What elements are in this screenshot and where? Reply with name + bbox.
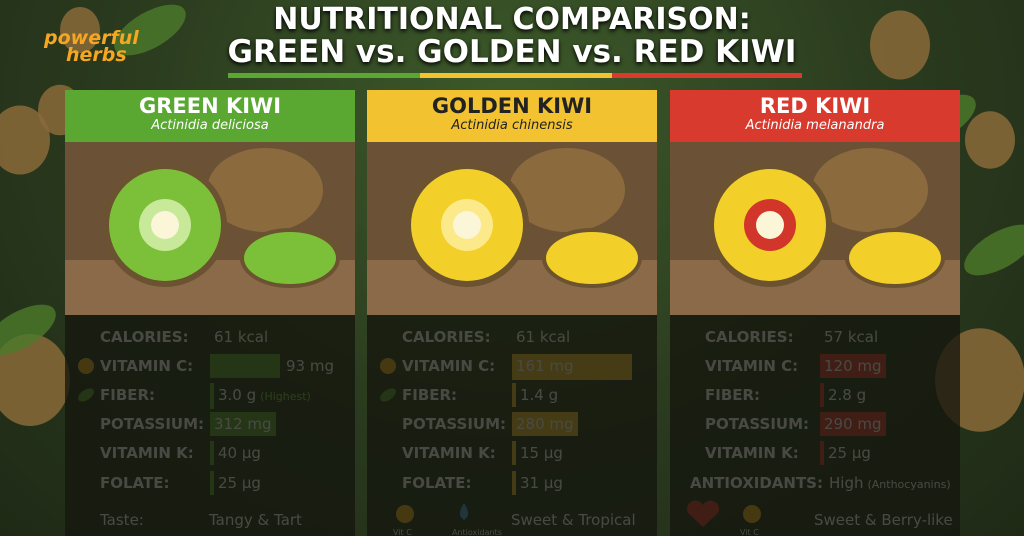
kiwi-slice (542, 228, 642, 288)
kiwi-core (151, 211, 179, 239)
column-header: GREEN KIWI Actinidia deliciosa (65, 90, 355, 142)
kiwi-fruit (965, 111, 1015, 169)
brand-word: herbs (66, 44, 127, 66)
title: GREEN vs. GOLDEN vs. RED KIWI (227, 34, 797, 70)
species: Actinidia deliciosa (151, 118, 269, 133)
column-name: GOLDEN KIWI (431, 94, 593, 118)
species: Actinidia chinensis (451, 118, 573, 133)
rule (228, 73, 420, 78)
column-header: RED KIWI Actinidia melanandra (670, 90, 960, 142)
leaf (114, 4, 186, 56)
kiwi-whole (509, 148, 625, 232)
rule (612, 73, 802, 78)
kiwi-whole (812, 148, 928, 232)
kiwi-core (756, 211, 784, 239)
brand-logo: powerful herbs (44, 27, 139, 66)
kiwi-fruit (0, 105, 50, 175)
rule (420, 73, 612, 78)
leaf (964, 224, 1024, 276)
kiwi-slice (845, 228, 945, 288)
kiwi-core (453, 211, 481, 239)
kiwi-fruit (0, 334, 70, 426)
stats-panel (65, 315, 355, 536)
title: NUTRITIONAL COMPARISON: (273, 2, 751, 37)
stats-panel (670, 315, 960, 536)
kiwi-whole (207, 148, 323, 232)
leaf (0, 304, 56, 356)
stats-panel (367, 315, 657, 536)
species: Actinidia melanandra (745, 118, 885, 133)
brand-word: powerful (44, 27, 139, 49)
kiwi-slice (240, 228, 340, 288)
column-name: GREEN KIWI (138, 94, 282, 118)
kiwi-fruit (870, 10, 930, 80)
column-header: GOLDEN KIWI Actinidia chinensis (367, 90, 657, 142)
column-name: RED KIWI (759, 94, 871, 118)
kiwi-fruit (60, 7, 100, 53)
